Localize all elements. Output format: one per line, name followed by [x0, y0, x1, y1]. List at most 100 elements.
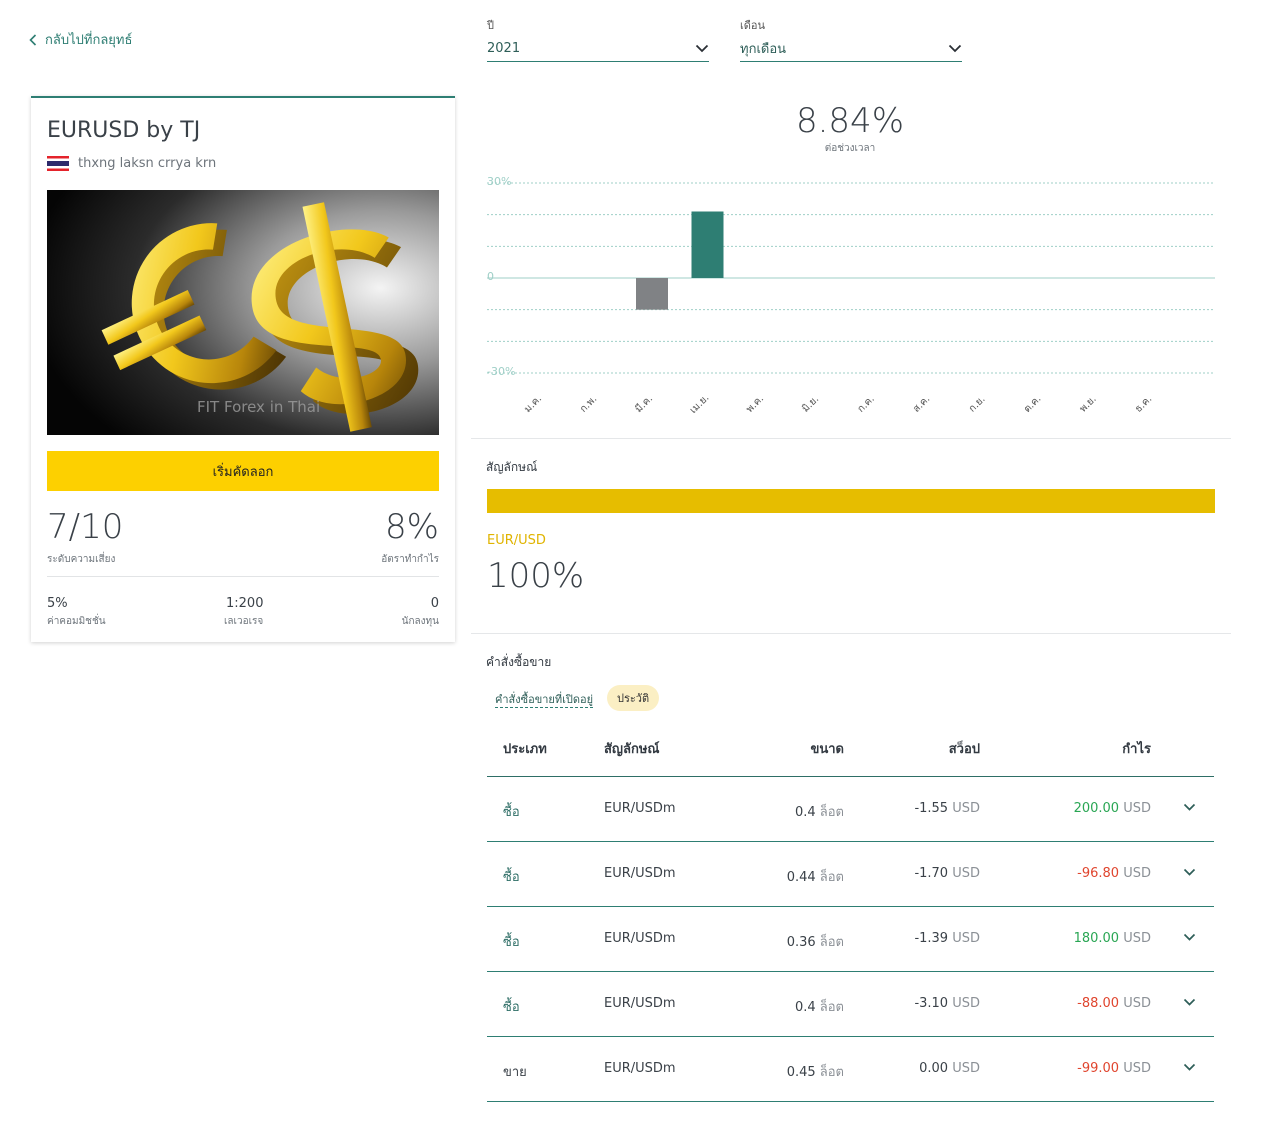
order-profit: -88.00 USD [1077, 996, 1151, 1011]
table-row[interactable]: ขาย EUR/USDm 0.45 ล็อต 0.00 USD -99.00 USD [487, 1037, 1214, 1102]
order-swap-value: 0.00 [919, 1061, 949, 1076]
symbols-heading: สัญลักษณ์ [486, 460, 538, 474]
month-select[interactable]: ทุกเดือน [740, 36, 962, 62]
x-tick-label: พ.ย. [1078, 394, 1099, 415]
strategy-title: EURUSD by TJ [47, 118, 201, 143]
order-swap-unit: USD [952, 931, 980, 946]
chevron-down-icon[interactable] [1183, 868, 1196, 876]
order-type: ซื้อ [503, 805, 520, 820]
profit-rate-label: อัตราทำกำไร [381, 554, 439, 565]
x-tick-label: ก.พ. [578, 394, 599, 415]
investors-value: 0 [430, 596, 439, 611]
table-row[interactable]: ซื้อ EUR/USDm 0.44 ล็อต -1.70 USD -96.80 USD [487, 842, 1214, 907]
col-size: ขนาด [810, 742, 844, 757]
order-size-unit: ล็อต [819, 935, 844, 950]
x-tick-label: มี.ค. [633, 393, 655, 415]
strategy-provider: thxng laksn crrya krn [47, 156, 216, 171]
monthly-returns-chart: 30% 0 -30% ม.ค. ก.พ. มี.ค. เม.ย. พ.ค. มิ.ย. ก.ค. ส… [487, 175, 1215, 416]
order-size-value: 0.4 [794, 1000, 816, 1015]
x-tick-label: มิ.ย. [800, 394, 821, 415]
order-symbol: EUR/USDm [604, 1061, 676, 1076]
strategy-image: FIT Forex in Thai [47, 190, 439, 435]
orders-table: ประเภท สัญลักษณ์ ขนาด สว็อป กำไร ซื้อ EUR… [487, 725, 1214, 1102]
order-size-unit: ล็อต [819, 1065, 844, 1080]
strategy-subtitle: thxng laksn crrya krn [78, 156, 217, 171]
profit-rate-value: 8% [385, 507, 439, 547]
order-profit-value: -88.00 [1077, 996, 1120, 1011]
order-type: ขาย [503, 1065, 527, 1080]
y-tick-label: 0 [487, 270, 494, 283]
tab-open-orders[interactable]: คำสั่งซื้อขายที่เปิดอยู่ [495, 690, 594, 708]
order-type: ซื้อ [503, 870, 520, 885]
order-symbol: EUR/USDm [604, 866, 676, 881]
order-profit: 200.00 USD [1074, 801, 1151, 816]
chevron-down-icon[interactable] [1183, 803, 1196, 811]
risk-label: ระดับความเสี่ยง [47, 554, 116, 565]
image-watermark: FIT Forex in Thai [197, 398, 320, 416]
order-swap: 0.00 USD [919, 1061, 980, 1076]
commission-label: ค่าคอมมิชชั่น [47, 616, 106, 627]
chevron-left-icon [29, 33, 37, 46]
table-row[interactable]: ซื้อ EUR/USDm 0.4 ล็อต -1.55 USD 200.00 USD [487, 777, 1214, 842]
order-symbol: EUR/USDm [604, 801, 676, 816]
order-swap-unit: USD [952, 801, 980, 816]
order-type: ซื้อ [503, 1000, 520, 1015]
order-swap-value: -3.10 [914, 996, 949, 1011]
thailand-flag-icon [47, 156, 69, 171]
tab-history[interactable]: ประวัติ [607, 685, 660, 711]
order-size: 0.36 ล็อต [787, 931, 844, 952]
year-select[interactable]: 2021 [487, 36, 709, 62]
order-size-value: 0.45 [786, 1065, 816, 1080]
orders-heading: คำสั่งซื้อขาย [486, 655, 552, 669]
year-select-value: 2021 [487, 41, 521, 56]
bar-เม.ย.[interactable] [691, 211, 724, 279]
chevron-down-icon[interactable] [1183, 998, 1196, 1006]
investors-label: นักลงทุน [401, 616, 439, 627]
order-profit-unit: USD [1123, 801, 1151, 816]
x-tick-label: ก.ค. [856, 394, 877, 415]
order-size-unit: ล็อต [819, 870, 844, 885]
table-row[interactable]: ซื้อ EUR/USDm 0.4 ล็อต -3.10 USD -88.00 USD [487, 972, 1214, 1037]
tab-history-label: ประวัติ [617, 692, 650, 705]
order-size-value: 0.36 [786, 935, 816, 950]
commission-value: 5% [47, 596, 68, 611]
order-size-value: 0.4 [794, 805, 816, 820]
table-header: ประเภท สัญลักษณ์ ขนาด สว็อป กำไร [487, 725, 1214, 777]
order-swap-unit: USD [952, 866, 980, 881]
start-copy-button[interactable]: เริ่มคัดลอก [47, 451, 439, 491]
y-tick-label: 30% [487, 175, 511, 188]
chart-total-return: 8.84% [795, 101, 904, 141]
x-tick-label: ก.ย. [967, 394, 988, 415]
back-link-label: กลับไปที่กลยุทธ์ [45, 33, 133, 48]
x-tick-label: ธ.ค. [1133, 394, 1154, 415]
order-size: 0.44 ล็อต [787, 866, 844, 887]
order-swap-value: -1.70 [914, 866, 949, 881]
back-to-strategies-link[interactable]: กลับไปที่กลยุทธ์ [29, 29, 132, 50]
table-row[interactable]: ซื้อ EUR/USDm 0.36 ล็อต -1.39 USD 180.00 USD [487, 907, 1214, 972]
col-swap: สว็อป [948, 742, 980, 757]
order-profit-unit: USD [1123, 996, 1151, 1011]
order-size-value: 0.44 [786, 870, 816, 885]
leverage-value: 1:200 [226, 596, 264, 611]
order-profit: -96.80 USD [1077, 866, 1151, 881]
chevron-down-icon [948, 44, 962, 53]
order-profit-unit: USD [1123, 931, 1151, 946]
chevron-down-icon[interactable] [1183, 933, 1196, 941]
symbol-share-bar [487, 489, 1215, 513]
month-label: เดือน [740, 19, 766, 32]
col-symbol: สัญลักษณ์ [604, 742, 660, 757]
x-tick-label: ม.ค. [522, 393, 544, 415]
col-type: ประเภท [503, 742, 547, 757]
order-swap-unit: USD [952, 1061, 980, 1076]
bar-มี.ค.[interactable] [636, 278, 668, 310]
month-select-value: ทุกเดือน [740, 42, 787, 57]
risk-value: 7/10 [47, 507, 124, 547]
x-tick-label: พ.ค. [744, 393, 766, 415]
order-size-unit: ล็อต [819, 1000, 844, 1015]
order-profit-value: 180.00 [1073, 931, 1120, 946]
order-profit-value: -99.00 [1077, 1061, 1120, 1076]
chevron-down-icon[interactable] [1183, 1063, 1196, 1071]
order-size: 0.45 ล็อต [787, 1061, 844, 1082]
order-profit-value: -96.80 [1077, 866, 1120, 881]
symbol-percent: 100% [487, 556, 585, 596]
